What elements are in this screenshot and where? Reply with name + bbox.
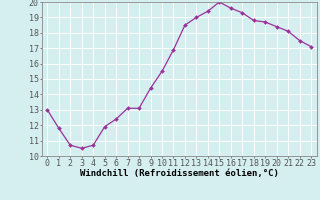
X-axis label: Windchill (Refroidissement éolien,°C): Windchill (Refroidissement éolien,°C) bbox=[80, 169, 279, 178]
